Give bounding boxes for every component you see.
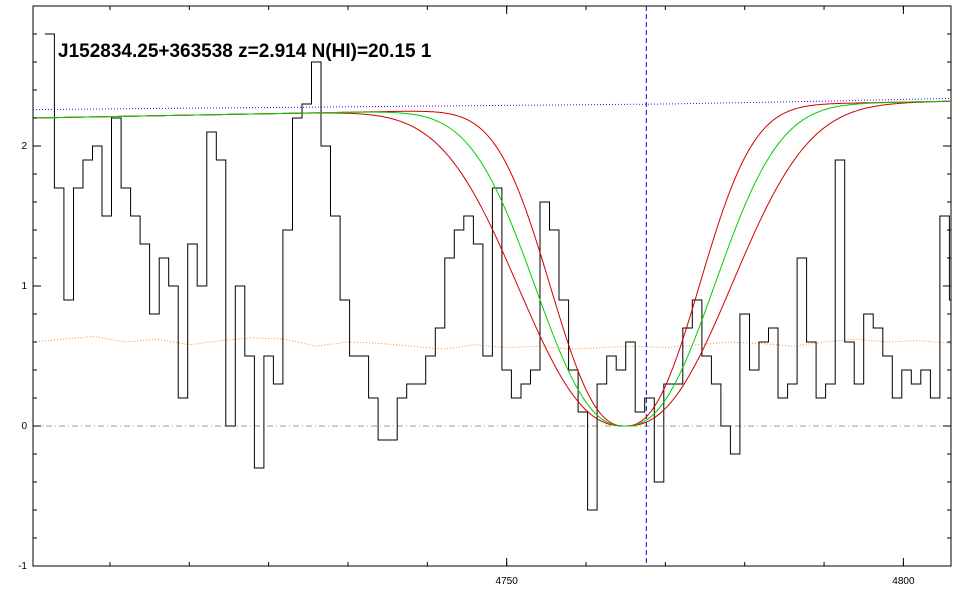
axis-ticks: -1 0 1 2 4750 4800 <box>18 5 951 587</box>
y-tick-label: 1 <box>21 281 27 292</box>
continuum-curve <box>32 97 952 111</box>
continuum-line <box>32 97 952 111</box>
voigt-model-curves <box>33 100 951 427</box>
x-tick-label: 4800 <box>892 576 915 587</box>
chart-title: J152834.25+363538 z=2.914 N(HI)=20.15 1 <box>58 41 432 62</box>
y-tick-label: 2 <box>21 141 27 152</box>
flux-step-line <box>44 33 951 511</box>
y-tick-label: 0 <box>21 421 27 432</box>
x-tick-label: 4750 <box>496 576 519 587</box>
model-best-fit-curve <box>33 100 951 427</box>
flux-histogram <box>44 33 951 511</box>
y-tick-label: -1 <box>18 561 27 572</box>
